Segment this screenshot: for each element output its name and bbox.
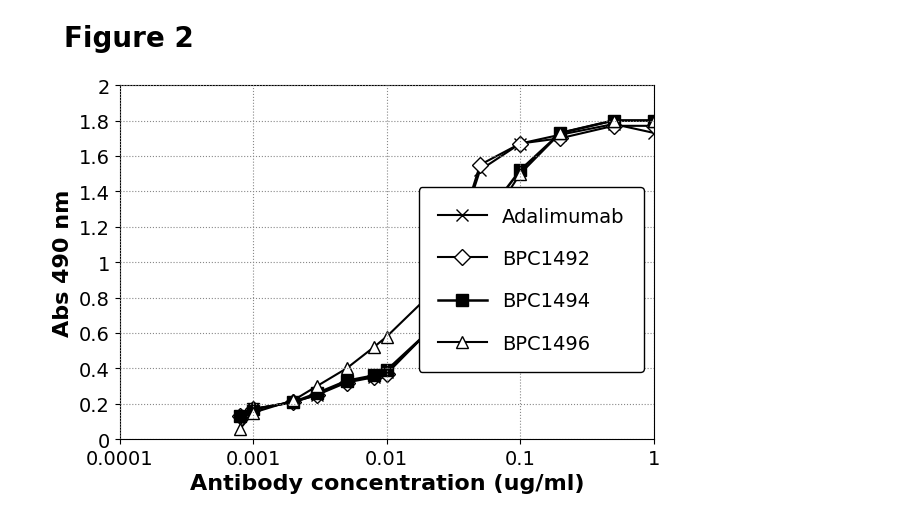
BPC1496 xyxy=(311,383,322,389)
BPC1496 xyxy=(421,295,432,301)
BPC1492 xyxy=(247,406,259,412)
BPC1494 xyxy=(607,118,618,124)
BPC1496 xyxy=(247,410,259,416)
BPC1496 xyxy=(648,118,659,124)
Adalimumab xyxy=(235,413,246,419)
Adalimumab xyxy=(555,132,566,138)
BPC1494 xyxy=(555,131,566,137)
BPC1496 xyxy=(381,334,392,340)
BPC1492 xyxy=(368,375,379,381)
Adalimumab xyxy=(288,399,299,405)
BPC1492 xyxy=(340,380,351,386)
BPC1492 xyxy=(235,413,246,419)
BPC1494 xyxy=(514,168,525,174)
BPC1496 xyxy=(340,366,351,372)
Line: Adalimumab: Adalimumab xyxy=(234,119,660,423)
BPC1492 xyxy=(607,123,618,129)
BPC1496 xyxy=(368,344,379,350)
BPC1496 xyxy=(235,426,246,432)
BPC1494 xyxy=(474,221,485,227)
BPC1494 xyxy=(381,367,392,373)
BPC1496 xyxy=(474,233,485,239)
BPC1492 xyxy=(288,399,299,405)
Line: BPC1494: BPC1494 xyxy=(234,115,660,423)
Adalimumab xyxy=(514,141,525,147)
BPC1494 xyxy=(340,378,351,384)
BPC1492 xyxy=(311,392,322,398)
Adalimumab xyxy=(247,406,259,412)
X-axis label: Antibody concentration (ug/ml): Antibody concentration (ug/ml) xyxy=(190,474,583,493)
Adalimumab xyxy=(311,392,322,398)
Adalimumab xyxy=(648,131,659,137)
Adalimumab xyxy=(381,369,392,375)
Adalimumab xyxy=(474,168,485,174)
BPC1494 xyxy=(235,413,246,419)
BPC1494 xyxy=(288,399,299,405)
BPC1494 xyxy=(421,330,432,336)
BPC1494 xyxy=(247,406,259,412)
BPC1492 xyxy=(381,371,392,377)
BPC1492 xyxy=(474,163,485,169)
Legend: Adalimumab, BPC1492, BPC1494, BPC1496: Adalimumab, BPC1492, BPC1494, BPC1496 xyxy=(419,188,643,373)
Adalimumab xyxy=(421,330,432,336)
BPC1496 xyxy=(607,118,618,124)
Adalimumab xyxy=(368,375,379,381)
Line: BPC1492: BPC1492 xyxy=(235,121,659,422)
BPC1492 xyxy=(555,136,566,142)
Adalimumab xyxy=(340,378,351,384)
BPC1494 xyxy=(648,118,659,124)
BPC1494 xyxy=(368,373,379,379)
BPC1492 xyxy=(421,330,432,336)
Text: Figure 2: Figure 2 xyxy=(64,25,194,53)
Line: BPC1496: BPC1496 xyxy=(234,115,660,435)
BPC1492 xyxy=(514,141,525,147)
BPC1496 xyxy=(514,171,525,177)
BPC1496 xyxy=(555,131,566,137)
BPC1492 xyxy=(648,123,659,129)
BPC1496 xyxy=(288,397,299,403)
BPC1494 xyxy=(311,390,322,396)
Y-axis label: Abs 490 nm: Abs 490 nm xyxy=(53,189,74,336)
Adalimumab xyxy=(607,122,618,128)
